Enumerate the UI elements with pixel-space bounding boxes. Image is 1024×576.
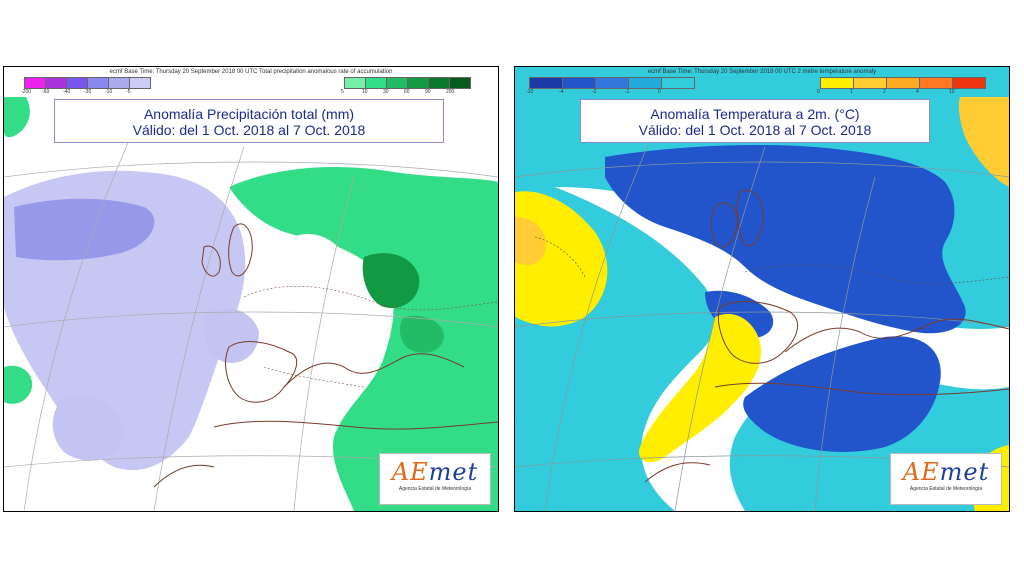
legend-tick: 10: [362, 89, 368, 95]
legend-swatch: 90: [425, 77, 450, 95]
legend-tick: -2: [592, 89, 597, 95]
legend-swatch: 0: [817, 77, 854, 95]
legend-swatch: 200: [446, 77, 471, 95]
legend-tick: 2: [883, 89, 886, 95]
legend-tick: -1: [625, 89, 630, 95]
legend-swatch: -5: [126, 77, 151, 95]
map-title: Anomalía Precipitación total (mm): [143, 106, 355, 122]
coastline: [718, 301, 799, 364]
legend-tick: -200: [21, 89, 32, 95]
precip-legend-negative: -200 -60 -40 -30 -10 -5: [21, 77, 151, 99]
precip-positive-region: [362, 253, 420, 308]
legend-swatch: 10: [362, 77, 387, 95]
precip-legend-positive: 5 10 30 60 90 200: [341, 77, 471, 99]
map-validity: Válido: del 1 Oct. 2018 al 7 Oct. 2018: [132, 122, 366, 138]
legend-tick: 4: [916, 89, 919, 95]
precip-negative-region: [14, 198, 155, 261]
map-title: Anomalía Temperatura a 2m. (°C): [650, 106, 860, 122]
aemet-logo: AEmet Agencia Estatal de Meteorología: [379, 453, 491, 505]
legend-tick: 60: [404, 89, 410, 95]
legend-tick: 30: [383, 89, 389, 95]
logo-subtitle: Agencia Estatal de Meteorología: [909, 486, 983, 492]
precip-positive-region: [229, 167, 498, 511]
legend-swatch: -30: [84, 77, 109, 95]
coastline: [153, 464, 215, 488]
legend-swatch: 4: [916, 77, 953, 95]
coastline: [714, 382, 1009, 396]
coastline: [283, 353, 465, 388]
temp-legend-positive: 0 1 2 4 10: [817, 77, 986, 99]
legend-tick: 90: [425, 89, 431, 95]
legend-swatch: 30: [383, 77, 408, 95]
logo-ae: AE: [902, 458, 940, 486]
temp-legend-negative: -10 -4 -2 -1 0: [526, 77, 695, 99]
aemet-logo: AEmet Agencia Estatal de Meteorología: [890, 453, 1002, 505]
legend-swatch: -60: [42, 77, 67, 95]
precip-positive-region: [399, 315, 444, 353]
precip-negative-region: [204, 308, 259, 363]
legend-tick: -40: [63, 89, 71, 95]
legend-swatch: 1: [850, 77, 887, 95]
temp-warm-region: [515, 217, 546, 265]
coastline: [228, 223, 253, 277]
legend-swatch: 5: [341, 77, 366, 95]
legend-swatch: 2: [883, 77, 920, 95]
coastline: [644, 462, 711, 483]
precipitation-anomaly-panel: ecmf Base Time: Thursday 20 September 20…: [3, 66, 499, 512]
map-title-box: Anomalía Precipitación total (mm) Válido…: [54, 99, 444, 143]
coastline: [710, 202, 738, 247]
logo-met: met: [939, 458, 990, 486]
legend-tick: 1: [850, 89, 853, 95]
legend-tick: -60: [42, 89, 50, 95]
logo-met: met: [428, 458, 479, 486]
temp-warm-region: [515, 191, 608, 327]
temp-warm-region: [639, 313, 761, 463]
legend-swatch: -4: [559, 77, 596, 95]
coastline: [736, 189, 764, 247]
legend-tick: 0: [658, 89, 661, 95]
legend-swatch: -10: [105, 77, 130, 95]
legend-swatch: -1: [625, 77, 662, 95]
legend-swatch: -200: [21, 77, 46, 95]
map-title-box: Anomalía Temperatura a 2m. (°C) Válido: …: [580, 99, 930, 143]
legend-tick: -4: [559, 89, 564, 95]
legend-swatch: 60: [404, 77, 429, 95]
panel-header: ecmf Base Time: Thursday 20 September 20…: [109, 69, 393, 75]
temperature-anomaly-panel: ecmf Base Time: Thursday 20 September 20…: [514, 66, 1010, 512]
legend-swatch: -10: [526, 77, 563, 95]
legend-tick: -10: [526, 89, 534, 95]
logo-ae: AE: [391, 458, 429, 486]
legend-tick: -10: [105, 89, 113, 95]
legend-tick: -5: [126, 89, 131, 95]
legend-tick: -30: [84, 89, 92, 95]
legend-tick: 5: [341, 89, 344, 95]
panel-header: ecmf Base Time: Thursday 20 September 20…: [647, 69, 877, 75]
precip-positive-region: [4, 97, 30, 138]
coastline: [784, 318, 1009, 353]
legend-swatch: -40: [63, 77, 88, 95]
legend-tick: 10: [949, 89, 955, 95]
temp-warm-region: [958, 97, 1009, 187]
temp-cold-region: [605, 145, 966, 334]
coastline: [201, 245, 221, 277]
logo-subtitle: Agencia Estatal de Meteorología: [398, 486, 472, 492]
coastline: [213, 420, 498, 430]
legend-tick: 200: [446, 89, 455, 95]
map-validity: Válido: del 1 Oct. 2018 al 7 Oct. 2018: [638, 122, 872, 138]
precip-negative-region: [52, 394, 124, 461]
legend-swatch: 10: [949, 77, 986, 95]
legend-swatch: 0: [658, 77, 695, 95]
precip-positive-region: [4, 365, 33, 404]
legend-tick: 0: [817, 89, 820, 95]
temp-cold-region: [743, 336, 941, 452]
legend-swatch: -2: [592, 77, 629, 95]
